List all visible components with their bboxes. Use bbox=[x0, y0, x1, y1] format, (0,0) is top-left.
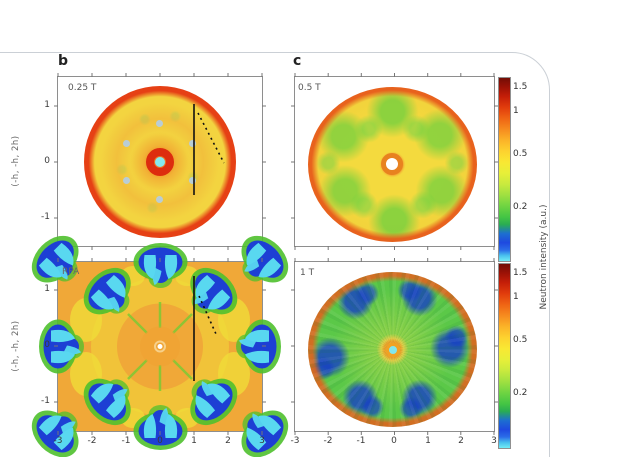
field-label: RPA bbox=[62, 267, 80, 277]
heatmap-panel-rpa: RPA bbox=[22, 226, 298, 457]
x-tick-label: 1 bbox=[191, 436, 197, 446]
heatmap-panel-025T: 0.25 T bbox=[54, 73, 266, 250]
colorbar-tick-label: 0.2 bbox=[513, 202, 528, 212]
rpa-green-spokes bbox=[127, 302, 193, 391]
colorbar-tick-label: 0.2 bbox=[513, 388, 528, 398]
x-tick-label: 0 bbox=[391, 436, 397, 446]
rpa-background bbox=[58, 262, 262, 431]
x-tick-label: -1 bbox=[121, 436, 131, 446]
y-tick-label: 1 bbox=[44, 100, 50, 110]
x-tick-label: -3 bbox=[290, 436, 300, 446]
rpa-center-dot bbox=[157, 344, 163, 349]
axis-ticks bbox=[54, 258, 266, 435]
colorbar-tick-label: 0.5 bbox=[513, 149, 528, 159]
colorbar-tick-label: 1.5 bbox=[513, 82, 528, 92]
colorbar-tick-label: 1.5 bbox=[513, 268, 528, 278]
x-tick-label: 3 bbox=[259, 436, 265, 446]
rpa-pattern bbox=[22, 226, 298, 457]
scan-line-dashed bbox=[198, 295, 217, 335]
central-peak-core bbox=[155, 157, 165, 167]
rpa-yellow-regions bbox=[70, 266, 250, 428]
y-tick-label: -1 bbox=[41, 396, 50, 406]
x-tick-label: 3 bbox=[491, 436, 497, 446]
heatmap-panel-05T: 0.5 T bbox=[291, 73, 498, 250]
panel-letter-b: b bbox=[58, 53, 69, 69]
x-tick-label: 2 bbox=[458, 436, 464, 446]
colorbar-tick-label: 1 bbox=[513, 106, 519, 116]
x-tick-label: -3 bbox=[53, 436, 63, 446]
satellite-spot bbox=[156, 196, 163, 203]
field-label: 0.25 T bbox=[68, 83, 97, 93]
x-tick-label: 2 bbox=[225, 436, 231, 446]
satellite-spot bbox=[189, 140, 196, 147]
detector-disc-1T bbox=[308, 272, 477, 427]
y-tick-label: 1 bbox=[44, 284, 50, 294]
colorbar-tick-label: 0.5 bbox=[513, 335, 528, 345]
satellite-spot bbox=[123, 140, 130, 147]
field-label: 0.5 T bbox=[298, 83, 321, 93]
y-tick-label: 0 bbox=[44, 340, 50, 350]
central-peak bbox=[386, 343, 400, 357]
colorbar-tick-label: 1 bbox=[513, 292, 519, 302]
y-axis-label-top: (-h, -h, 2h) bbox=[11, 135, 21, 187]
field-label: 1 T bbox=[300, 268, 315, 278]
x-tick-label: -2 bbox=[87, 436, 97, 446]
x-tick-label: 1 bbox=[425, 436, 431, 446]
y-tick-label: 0 bbox=[44, 156, 50, 166]
colorbar-bottom bbox=[498, 263, 511, 449]
satellite-spot bbox=[156, 120, 163, 127]
satellite-spot bbox=[189, 177, 196, 184]
x-tick-label: -1 bbox=[356, 436, 366, 446]
y-tick-label: -1 bbox=[41, 212, 50, 222]
rpa-motifs bbox=[22, 226, 298, 457]
central-peak bbox=[381, 153, 403, 175]
satellite-spot bbox=[123, 177, 130, 184]
heatmap-panel-1T: 1 T bbox=[291, 258, 498, 435]
panel-letter-c: c bbox=[293, 53, 302, 69]
y-axis-label-bottom: (-h, -h, 2h) bbox=[11, 320, 21, 372]
colorbar-top bbox=[498, 77, 511, 262]
x-tick-label: -2 bbox=[323, 436, 333, 446]
colorbar-axis-label: Neutron intensity (a.u.) bbox=[539, 204, 549, 310]
x-tick-label: 0 bbox=[157, 436, 163, 446]
